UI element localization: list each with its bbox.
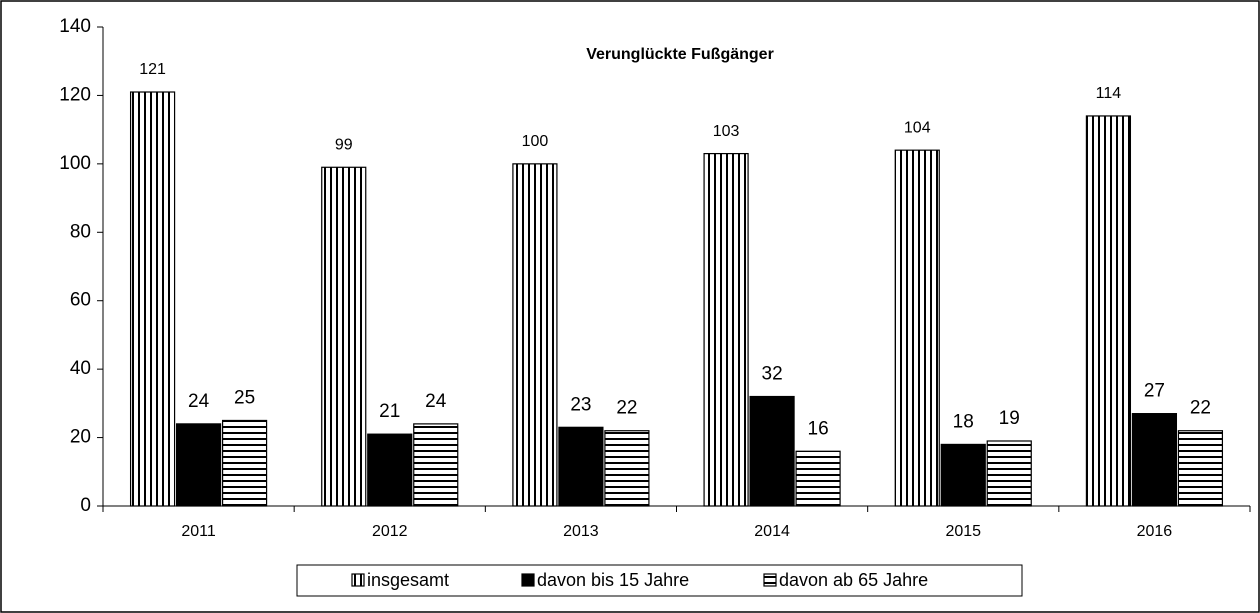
data-label: 114 bbox=[1096, 85, 1122, 102]
data-label: 104 bbox=[904, 119, 931, 136]
legend-label: davon bis 15 Jahre bbox=[537, 570, 689, 590]
data-label: 18 bbox=[953, 411, 974, 432]
legend-swatch bbox=[521, 573, 535, 587]
bar bbox=[512, 163, 558, 507]
data-label: 24 bbox=[425, 391, 447, 412]
bar bbox=[894, 149, 940, 507]
x-tick-label: 2015 bbox=[945, 523, 981, 540]
data-label: 24 bbox=[188, 391, 210, 412]
bar bbox=[940, 443, 986, 507]
data-label: 103 bbox=[713, 123, 740, 140]
legend-box bbox=[296, 564, 1023, 597]
data-label: 27 bbox=[1144, 381, 1165, 402]
y-tick-label: 140 bbox=[59, 16, 91, 37]
bar bbox=[129, 91, 176, 507]
x-tick-label: 2011 bbox=[181, 523, 216, 540]
bar bbox=[558, 426, 604, 507]
chart-title: Verunglückte Fußgänger bbox=[586, 46, 774, 63]
legend-swatch bbox=[351, 573, 365, 587]
data-label: 23 bbox=[570, 394, 591, 415]
bar bbox=[1085, 115, 1132, 507]
x-tick-label: 2014 bbox=[754, 523, 790, 540]
bar bbox=[1131, 413, 1178, 507]
data-label: 25 bbox=[234, 387, 255, 408]
data-label: 100 bbox=[522, 133, 549, 150]
bar bbox=[703, 152, 749, 507]
legend-label: davon ab 65 Jahre bbox=[779, 570, 928, 590]
y-tick-label: 40 bbox=[70, 358, 91, 379]
y-tick-label: 100 bbox=[59, 153, 91, 174]
data-label: 21 bbox=[379, 401, 400, 422]
bar bbox=[749, 395, 795, 507]
y-tick-label: 80 bbox=[70, 221, 91, 242]
x-tick-label: 2016 bbox=[1137, 523, 1173, 540]
x-tick-label: 2012 bbox=[372, 523, 408, 540]
data-label: 22 bbox=[1190, 398, 1211, 419]
x-tick-label: 2013 bbox=[563, 523, 599, 540]
data-label: 121 bbox=[139, 61, 166, 78]
legend-label: insgesamt bbox=[367, 570, 449, 590]
data-label: 32 bbox=[762, 364, 783, 385]
bar bbox=[321, 166, 367, 507]
y-tick-label: 60 bbox=[70, 290, 91, 311]
bar bbox=[1177, 430, 1224, 507]
data-label: 19 bbox=[999, 408, 1020, 429]
data-label: 22 bbox=[616, 398, 637, 419]
data-label: 99 bbox=[335, 136, 353, 153]
data-label: 16 bbox=[808, 418, 829, 439]
bar bbox=[221, 419, 268, 507]
bar bbox=[413, 423, 459, 507]
bar bbox=[604, 430, 650, 507]
y-tick-label: 120 bbox=[59, 84, 91, 105]
y-tick-label: 20 bbox=[70, 427, 91, 448]
bar bbox=[175, 423, 222, 507]
bar bbox=[367, 433, 413, 507]
y-tick-label: 0 bbox=[80, 495, 91, 516]
legend-swatch bbox=[763, 573, 777, 587]
bar bbox=[986, 440, 1032, 507]
bar bbox=[795, 450, 841, 507]
